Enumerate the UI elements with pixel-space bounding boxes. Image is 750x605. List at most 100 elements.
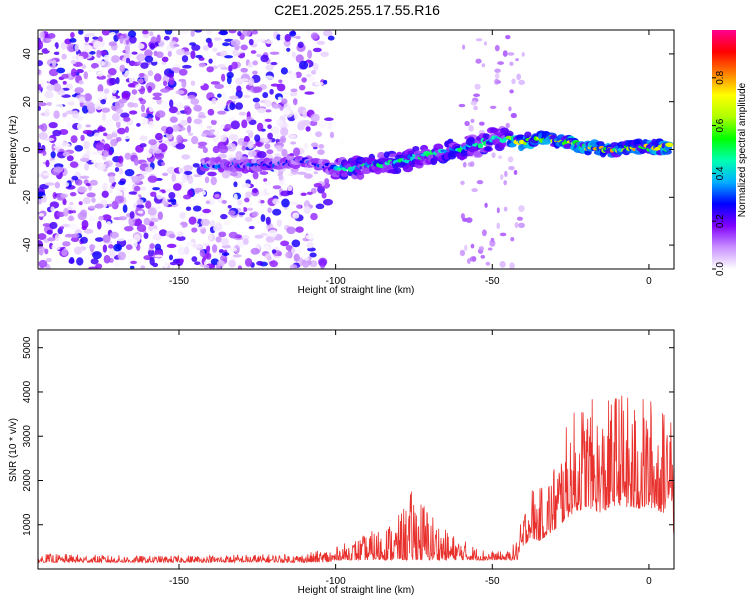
heatmap-cell xyxy=(170,67,181,72)
heatmap-cell xyxy=(511,78,516,85)
heatmap-cell xyxy=(494,68,501,73)
heatmap-cell xyxy=(241,183,251,189)
heatmap-cell xyxy=(89,244,96,250)
heatmap-cell xyxy=(255,142,262,147)
heatmap-cell xyxy=(152,228,158,233)
heatmap-cell xyxy=(259,171,269,175)
heatmap-cell xyxy=(38,60,44,67)
spectrogram-y-tick-label: 20 xyxy=(22,96,33,108)
heatmap-cell xyxy=(119,34,124,44)
heatmap-cell xyxy=(207,198,216,206)
heatmap-cell xyxy=(230,39,241,47)
snr-x-axis-label: Height of straight line (km) xyxy=(298,585,415,596)
heatmap-cell xyxy=(280,240,290,247)
heatmap-cell xyxy=(79,157,90,162)
heatmap-cell xyxy=(81,64,87,69)
heatmap-cell xyxy=(481,229,487,237)
heatmap-cell xyxy=(133,185,141,192)
heatmap-cell xyxy=(128,220,134,226)
heatmap-cell xyxy=(513,169,518,176)
heatmap-cell xyxy=(196,80,205,87)
heatmap-cell xyxy=(47,33,56,39)
heatmap-cell xyxy=(102,234,111,243)
heatmap-cell xyxy=(244,197,250,203)
heatmap-cell xyxy=(123,73,129,78)
heatmap-cell xyxy=(500,174,504,180)
heatmap-cell xyxy=(240,44,248,51)
heatmap-cell xyxy=(665,142,674,148)
heatmap-cell xyxy=(289,201,299,206)
heatmap-cell xyxy=(152,187,161,191)
heatmap-cell xyxy=(187,116,192,124)
heatmap-cell xyxy=(243,238,249,245)
heatmap-cell xyxy=(194,105,203,112)
heatmap-cell xyxy=(184,241,195,246)
heatmap-cell xyxy=(516,73,522,81)
heatmap-cell xyxy=(94,203,104,209)
heatmap-cell xyxy=(296,171,307,175)
snr-x-tick-label: -100 xyxy=(326,576,346,587)
heatmap-cell xyxy=(313,171,319,175)
heatmap-cell xyxy=(154,243,162,251)
heatmap-cell xyxy=(165,181,174,186)
heatmap-cell xyxy=(188,216,197,225)
heatmap-cell xyxy=(142,117,149,125)
heatmap-cell xyxy=(165,126,174,135)
heatmap-cell xyxy=(155,110,166,118)
heatmap-cell xyxy=(257,38,265,43)
heatmap-cell xyxy=(169,261,177,266)
heatmap-cell xyxy=(264,99,272,108)
heatmap-cell xyxy=(125,57,131,64)
heatmap-cell xyxy=(114,183,120,192)
heatmap-cell xyxy=(276,44,285,49)
heatmap-cell xyxy=(509,61,514,67)
heatmap-cell xyxy=(211,244,218,253)
heatmap-cell xyxy=(46,45,57,52)
heatmap-cell xyxy=(108,175,115,184)
heatmap-cell xyxy=(263,75,274,80)
heatmap-cell xyxy=(207,108,215,116)
heatmap-cell xyxy=(61,73,69,79)
heatmap-cell xyxy=(373,166,382,175)
heatmap-cell xyxy=(85,44,93,53)
heatmap-cell xyxy=(147,248,155,257)
heatmap-cell xyxy=(521,52,525,57)
spectrogram-y-tick-label: 40 xyxy=(22,48,33,60)
heatmap-cell xyxy=(79,175,90,179)
heatmap-cell xyxy=(38,69,41,75)
heatmap-cell xyxy=(217,93,222,98)
heatmap-cell xyxy=(295,71,302,79)
heatmap-cell xyxy=(158,229,168,237)
heatmap-cell xyxy=(181,174,188,183)
heatmap-cell xyxy=(285,259,291,267)
heatmap-cell xyxy=(51,59,57,67)
heatmap-cell xyxy=(95,142,105,151)
heatmap-cell xyxy=(478,246,484,252)
heatmap-cell xyxy=(323,198,333,206)
heatmap-cell xyxy=(228,95,239,100)
heatmap-cell xyxy=(168,76,175,86)
heatmap-cell xyxy=(276,83,286,92)
heatmap-cell xyxy=(62,182,70,188)
heatmap-cell xyxy=(38,102,47,107)
snr-x-tick-label: -150 xyxy=(169,576,189,587)
heatmap-cell xyxy=(190,98,200,105)
heatmap-cell xyxy=(473,105,478,111)
colorbar-tick-label: 0.2 xyxy=(715,214,726,228)
heatmap-cell xyxy=(81,225,87,231)
heatmap-cell xyxy=(136,199,144,205)
heatmap-cell xyxy=(313,182,323,188)
heatmap-cell xyxy=(137,61,142,65)
heatmap-cell xyxy=(78,96,86,103)
heatmap-cell xyxy=(90,258,99,265)
heatmap-cell xyxy=(73,246,83,255)
heatmap-cell xyxy=(107,68,117,76)
heatmap-cell xyxy=(317,149,325,156)
heatmap-cell xyxy=(263,178,268,182)
heatmap-cell xyxy=(494,78,500,85)
heatmap-cell xyxy=(118,216,128,221)
heatmap-cell xyxy=(91,197,96,203)
heatmap-cell xyxy=(77,186,88,193)
heatmap-cell xyxy=(108,41,117,47)
heatmap-cell xyxy=(229,102,236,111)
